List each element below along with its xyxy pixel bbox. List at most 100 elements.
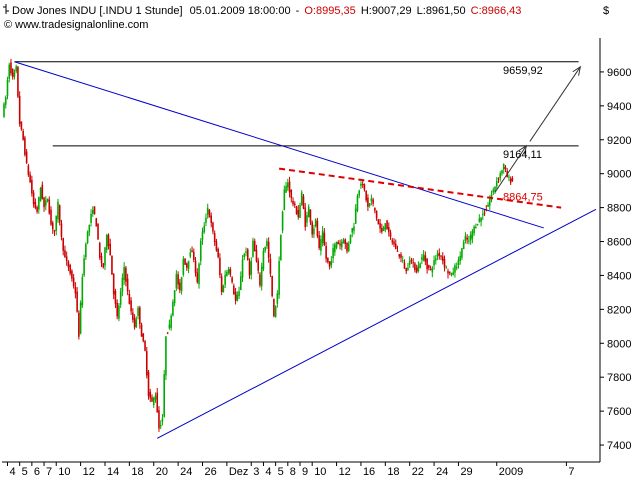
candle: [461, 247, 463, 261]
candle: [358, 189, 360, 199]
x-tick-label: 5: [22, 466, 28, 478]
candle: [238, 286, 240, 299]
candle: [243, 252, 246, 261]
candle: [27, 163, 30, 177]
candle: [95, 217, 98, 227]
candle: [11, 68, 14, 80]
candle: [71, 269, 73, 282]
candle: [450, 272, 453, 277]
candle: [67, 260, 70, 272]
label-9164: 9164,11: [503, 149, 542, 161]
candle: [8, 62, 11, 83]
candle: [219, 253, 221, 279]
candle: [62, 237, 64, 256]
candle: [88, 224, 91, 237]
candle: [269, 253, 272, 278]
candle: [227, 266, 230, 275]
candle: [6, 76, 9, 100]
candle: [217, 247, 219, 259]
candle: [391, 237, 394, 245]
descending-trendline: [14, 61, 544, 229]
candle: [253, 238, 256, 252]
candle: [184, 258, 186, 266]
candle: [492, 187, 495, 195]
x-tick-label: 2009: [499, 466, 523, 478]
candle: [44, 196, 47, 211]
candle: [125, 265, 127, 287]
candle: [43, 196, 45, 212]
candle: [396, 245, 399, 252]
candle: [213, 230, 216, 246]
candle: [83, 254, 85, 277]
candle: [438, 248, 441, 260]
candle: [281, 210, 284, 234]
candle: [447, 268, 449, 279]
candle: [144, 340, 146, 352]
candle: [215, 238, 218, 252]
candle: [495, 176, 498, 190]
x-tick-label: 12: [83, 466, 95, 478]
candle: [356, 193, 359, 213]
candle: [360, 181, 362, 189]
candle: [57, 198, 59, 223]
candle: [293, 201, 296, 208]
x-tick-label: Dez: [229, 466, 249, 478]
candle: [24, 135, 26, 157]
dashed-resistance: [278, 167, 562, 209]
candle: [370, 194, 373, 206]
candle: [15, 64, 17, 74]
candle: [86, 230, 89, 245]
candle: [483, 208, 486, 217]
candle: [311, 220, 313, 238]
candle: [81, 273, 84, 309]
candle: [368, 203, 371, 208]
candle: [367, 194, 369, 212]
candle: [508, 174, 510, 182]
candle: [429, 265, 432, 271]
candle: [440, 255, 442, 261]
candle: [499, 171, 502, 182]
candle: [462, 239, 465, 250]
candle: [205, 213, 207, 227]
candle: [340, 238, 343, 251]
candle: [102, 262, 105, 269]
candle: [259, 272, 261, 288]
candle: [381, 223, 383, 234]
candle: [78, 310, 80, 340]
candle: [93, 206, 96, 215]
candle: [306, 211, 308, 227]
candle: [278, 256, 280, 299]
candle: [116, 299, 118, 320]
candle: [50, 206, 52, 226]
candle: [287, 178, 289, 191]
candle: [445, 265, 448, 269]
candle: [353, 222, 355, 235]
candle: [64, 245, 66, 258]
candle: [233, 283, 235, 295]
svg-text:Dow Jones INDU [.INDU 1 Stund: Dow Jones INDU [.INDU 1 Stunde] 05.01.20…: [12, 5, 521, 17]
candle: [226, 269, 228, 277]
candle: [290, 189, 293, 203]
header-timestamp: 05.01.2009 18:00:00: [190, 5, 291, 17]
candle: [112, 272, 115, 300]
candle: [410, 257, 413, 264]
candle: [375, 210, 378, 221]
candle: [403, 259, 406, 269]
candle: [145, 346, 148, 379]
candle: [419, 262, 421, 269]
candle: [497, 177, 500, 184]
candle: [365, 190, 367, 203]
candle: [159, 420, 162, 430]
candle: [330, 256, 333, 269]
x-tick-label: 14: [107, 466, 119, 478]
candle: [111, 255, 113, 275]
candle: [31, 175, 33, 197]
instrument-name: Dow Jones INDU [.INDU 1 Stunde]: [12, 5, 183, 17]
candle: [436, 250, 439, 261]
candle: [229, 266, 232, 278]
candle: [231, 276, 233, 284]
candle: [175, 270, 178, 291]
candle: [475, 223, 477, 229]
candle: [220, 273, 223, 296]
